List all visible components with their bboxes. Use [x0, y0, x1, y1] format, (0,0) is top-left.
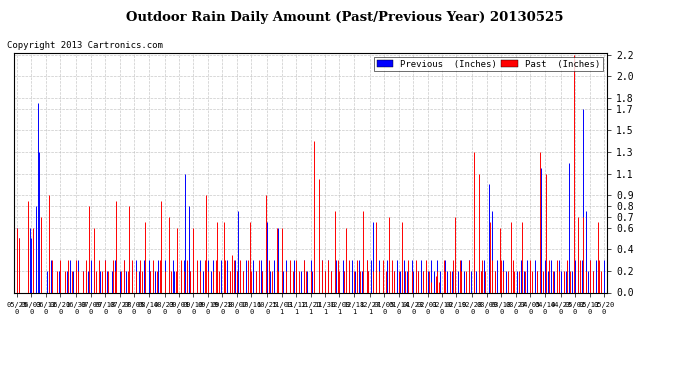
Text: Copyright 2013 Cartronics.com: Copyright 2013 Cartronics.com: [7, 41, 163, 50]
Legend: Previous  (Inches), Past  (Inches): Previous (Inches), Past (Inches): [374, 57, 602, 71]
Text: Outdoor Rain Daily Amount (Past/Previous Year) 20130525: Outdoor Rain Daily Amount (Past/Previous…: [126, 11, 564, 24]
